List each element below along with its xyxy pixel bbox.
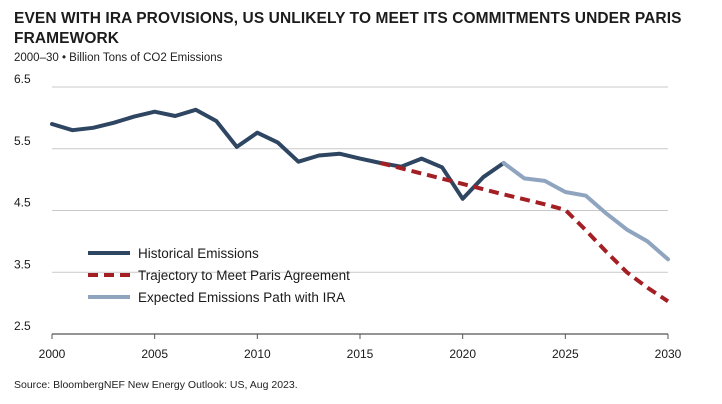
series-lines <box>50 107 670 303</box>
y-axis-tick-labels: 2.5 3.5 4.5 5.5 6.5 <box>14 72 31 333</box>
y-tick-label: 4.5 <box>14 196 31 210</box>
chart-title: EVEN WITH IRA PROVISIONS, US UNLIKELY TO… <box>14 10 682 47</box>
legend-item: Expected Emissions Path with IRA <box>88 290 345 305</box>
x-tick-label: 2030 <box>655 347 682 361</box>
legend-label: Historical Emissions <box>138 246 259 261</box>
chart-subtitle: 2000–30 • Billion Tons of CO2 Emissions <box>14 52 223 64</box>
y-tick-label: 2.5 <box>14 319 31 333</box>
x-tick-label: 2010 <box>244 347 271 361</box>
y-tick-label: 6.5 <box>14 72 31 86</box>
legend-label: Trajectory to Meet Paris Agreement <box>138 268 350 283</box>
x-axis-tick-labels: 2000 2005 2010 2015 2020 2025 2030 <box>39 334 682 361</box>
x-tick-label: 2025 <box>552 347 579 361</box>
legend-item: Historical Emissions <box>88 246 259 261</box>
x-tick-label: 2000 <box>39 347 66 361</box>
legend-item: Trajectory to Meet Paris Agreement <box>88 268 350 283</box>
x-tick-label: 2020 <box>449 347 476 361</box>
source-note: Source: BloombergNEF New Energy Outlook:… <box>14 379 298 391</box>
legend: Historical Emissions Trajectory to Meet P… <box>88 246 350 305</box>
x-tick-label: 2015 <box>347 347 374 361</box>
x-tick-label: 2005 <box>141 347 168 361</box>
legend-label: Expected Emissions Path with IRA <box>138 290 345 305</box>
series-line-3 <box>501 161 670 262</box>
series-line-2 <box>380 161 670 303</box>
y-tick-label: 5.5 <box>14 134 31 148</box>
series-line-1 <box>50 107 506 201</box>
y-tick-label: 3.5 <box>14 257 31 271</box>
